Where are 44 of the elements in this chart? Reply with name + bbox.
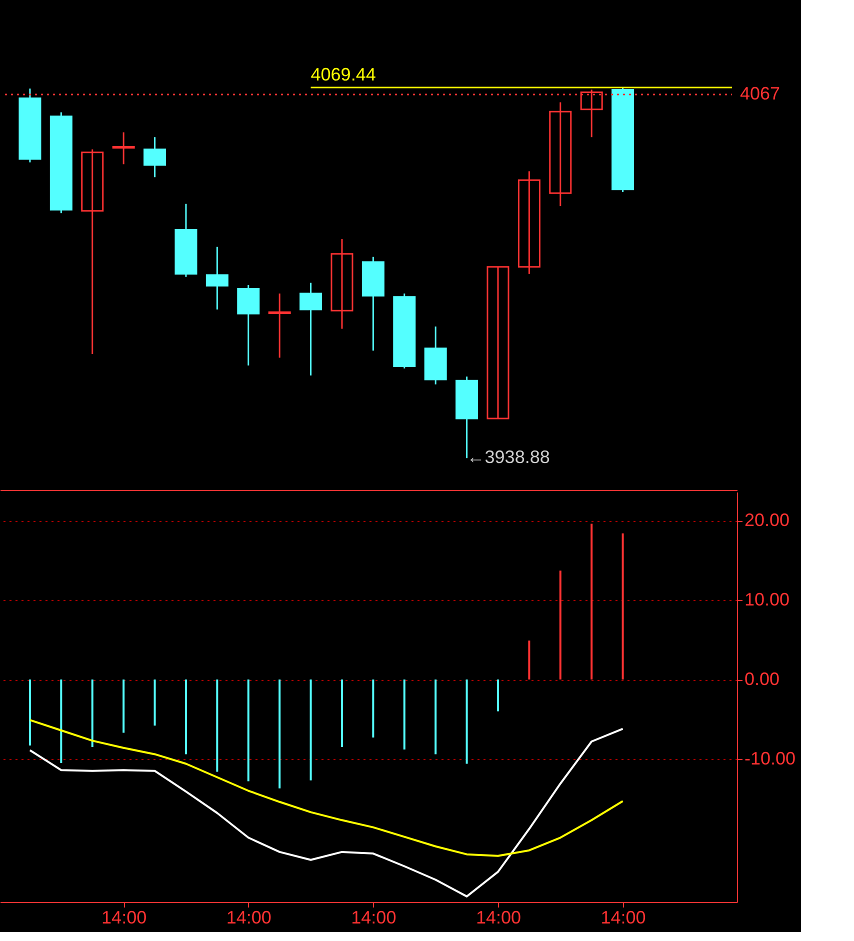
candlestick: [300, 282, 322, 376]
bar: [496, 680, 499, 712]
bar: [403, 680, 406, 750]
bar: [372, 680, 374, 738]
bar: [184, 680, 187, 754]
bar: [216, 680, 218, 772]
candlestick: [330, 238, 354, 330]
bar: [310, 680, 312, 780]
x-tick-label: 14:00: [600, 908, 646, 928]
candlestick: [144, 136, 166, 178]
y-tick-label: 10.00: [744, 590, 790, 610]
bar: [122, 680, 125, 733]
text: 4067: [740, 84, 780, 104]
bar: [559, 570, 562, 680]
bar: [466, 680, 468, 764]
bar: [278, 680, 281, 788]
x-tick-label: 14:00: [351, 908, 396, 928]
bar: [60, 680, 62, 763]
x-tick-label: 14:00: [226, 908, 272, 928]
bar: [154, 680, 156, 726]
bar: [247, 680, 250, 782]
bar: [91, 680, 94, 748]
line-series: [28, 728, 624, 898]
bar: [590, 524, 593, 680]
bar: [28, 680, 31, 746]
candlestick: [518, 170, 540, 275]
x-tick-label: 14:00: [102, 908, 147, 928]
y-tick-label: -10.00: [744, 748, 796, 768]
candlestick: [549, 102, 572, 207]
y-tick-label: 0.00: [744, 669, 780, 690]
bar: [622, 533, 624, 680]
candlestick: [268, 292, 291, 358]
bar: [434, 680, 437, 754]
text: 4069.44: [310, 64, 376, 84]
candlestick: [486, 266, 510, 420]
candlestick: [112, 132, 135, 165]
annotation: ←3938.88: [466, 447, 550, 468]
x-tick-label: 14:00: [476, 908, 522, 928]
candlestick: [81, 148, 104, 355]
bar: [528, 640, 530, 680]
candlestick: [206, 246, 228, 310]
bar: [340, 680, 343, 748]
y-tick-label: 20.00: [744, 510, 790, 530]
line-series: [28, 719, 624, 857]
